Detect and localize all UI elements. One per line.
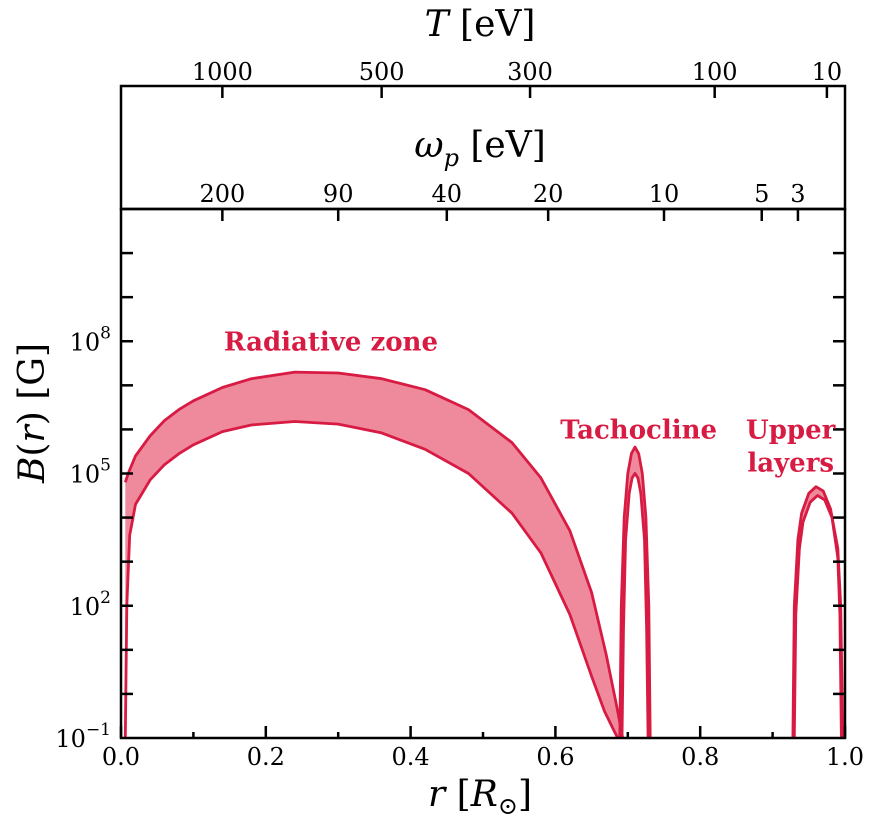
wp-tick-label: 200 xyxy=(199,180,245,208)
field-bands xyxy=(123,370,845,739)
y-tick-label: 10−1 xyxy=(55,720,111,753)
wp-tick-label: 5 xyxy=(754,180,769,208)
ticks xyxy=(119,86,847,738)
x-tick-label: 0.6 xyxy=(536,743,574,771)
T-tick-label: 500 xyxy=(359,58,405,86)
wp-tick-label: 10 xyxy=(649,180,680,208)
x-tick-label: 1.0 xyxy=(826,743,864,771)
x-tick-label: 0.4 xyxy=(392,743,430,771)
band-upper-line-1 xyxy=(618,445,652,739)
band-lower-line-2 xyxy=(792,494,843,739)
annotation-label: layers xyxy=(747,448,834,478)
band-lower-line-0 xyxy=(123,420,619,739)
band-upper-line-2 xyxy=(791,485,845,739)
band-lower-line-1 xyxy=(620,472,650,739)
y-axis-title: B(r) [G] xyxy=(12,343,53,484)
T-tick-label: 1000 xyxy=(192,58,253,86)
wp-tick-label: 40 xyxy=(432,180,463,208)
x-axis-title: r [R⊙] xyxy=(428,774,532,820)
top-axis-wp-title: ωp [eV] xyxy=(414,125,546,172)
x-tick-label: 0.2 xyxy=(247,743,285,771)
annotation-label: Tachocline xyxy=(560,415,717,445)
y-tick-label: 105 xyxy=(70,456,111,489)
wp-tick-label: 3 xyxy=(790,180,805,208)
annotation-label: Radiative zone xyxy=(224,327,438,357)
top-axis-T-title: T [eV] xyxy=(425,4,536,45)
y-tick-label: 102 xyxy=(70,588,111,621)
x-tick-label: 0.0 xyxy=(102,743,140,771)
band-fill-0 xyxy=(125,372,623,738)
T-tick-label: 100 xyxy=(692,58,738,86)
band-upper-line-0 xyxy=(123,370,625,739)
x-tick-label: 0.8 xyxy=(681,743,719,771)
y-tick-label: 108 xyxy=(70,323,111,356)
T-tick-label: 10 xyxy=(812,58,843,86)
wp-tick-label: 20 xyxy=(533,180,564,208)
annotation-label: Upper xyxy=(746,415,836,445)
T-tick-label: 300 xyxy=(507,58,553,86)
wp-tick-label: 90 xyxy=(323,180,354,208)
